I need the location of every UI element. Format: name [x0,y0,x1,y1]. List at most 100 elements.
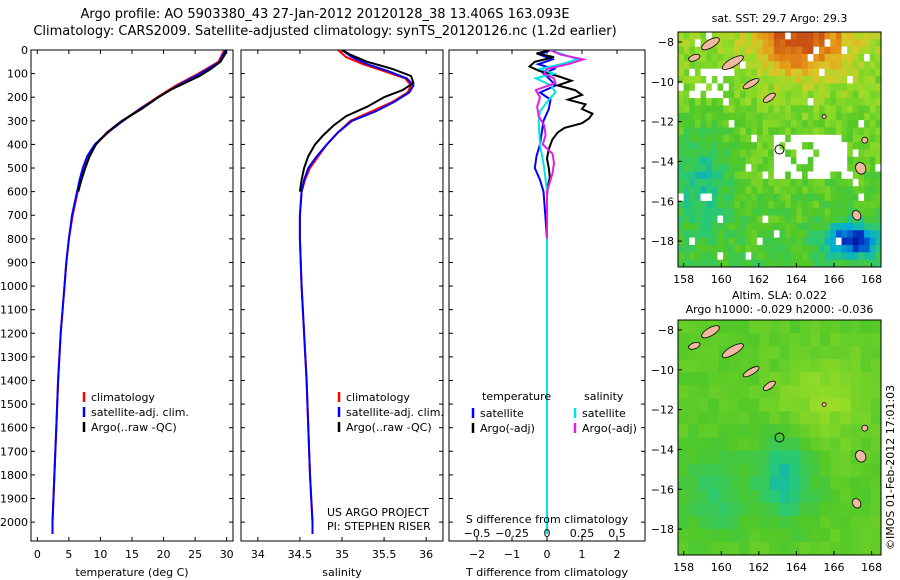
sla-map-cell [738,437,750,452]
sst-map-cell [706,186,713,195]
sst-map-cell [869,61,876,70]
sst-map-cell [717,208,724,217]
sst-map-cell [773,171,781,180]
sla-map-cell [769,541,781,555]
difference-series-line-3 [534,50,588,239]
sla-map-cell [708,398,720,412]
difference-xtick-label: 2 [614,548,621,561]
sst-map-cell [779,127,786,136]
sst-map-cell [858,32,865,40]
sst-map-cell [802,54,809,62]
sst-map-cell [694,83,702,92]
sst-map-cell [790,127,798,136]
sst-map-cell [802,178,809,187]
sla-argo-position-marker [774,432,785,443]
sst-map-cell [711,259,719,267]
sst-map-cell [683,230,690,239]
sla-map-cell [749,333,760,347]
sst-map-cell [768,120,775,129]
sst-map-cell [706,200,713,209]
sst-map-cell [678,54,685,62]
sst-map-cell [745,61,752,70]
sla-map-cell [759,450,770,465]
sst-map-cell [768,68,775,77]
sla-map-cell [698,541,710,555]
sst-map-cell [796,252,803,261]
sst-map-cell [717,230,724,239]
sst-map-cell [768,178,775,187]
sla-map-cell [738,424,750,439]
sst-map-cell [683,68,690,77]
sst-map-cell [751,32,758,40]
sst-map-cell [835,215,843,224]
sst-map-cell [756,186,764,195]
sst-map-cell [751,127,758,136]
sst-map-cell [864,61,871,70]
sst-map-cell [689,230,696,239]
sla-map-cell [728,359,740,373]
sst-map-cell [773,259,781,267]
sst-map-cell [830,39,837,48]
sst-map-cell [751,171,758,180]
sst-map-cell [728,237,735,246]
sst-map-cell [711,120,719,129]
sst-map-cell [751,61,758,70]
sst-map-cell [711,112,719,121]
sst-map-cell [683,259,690,267]
depth-tick-label: 800 [7,233,28,246]
sla-island-shape [701,325,720,339]
sst-map-cell [864,105,871,114]
sst-map-cell [706,164,713,173]
sla-map-cell [779,424,791,439]
sla-map-cell [718,424,730,439]
sst-map-cell [717,90,724,99]
sla-map-cell [850,502,862,517]
sla-map-cell [678,385,689,399]
sst-map-cell [790,112,798,121]
sst-map-cell [802,46,809,55]
sst-map-cell [796,76,803,85]
sst-map-cell [678,68,685,77]
sst-map-cell [875,32,881,40]
sst-map-cell [835,32,843,40]
sst-map-cell [847,193,854,202]
sst-map-cell [830,32,837,40]
sst-map-cell [847,156,854,165]
sst-map-cell [796,127,803,136]
sst-map-cell [717,105,724,114]
sst-map-cell [683,127,690,136]
sst-map-cell [683,244,690,253]
sst-map-cell [807,54,814,62]
sst-map-cell [745,68,752,77]
sla-map-cell [688,476,699,491]
sla-map-cell [728,463,740,478]
sst-map-cell [700,142,707,151]
sst-map-cell [841,112,848,121]
sst-map-cell [864,46,871,55]
sst-map-cell [678,46,685,55]
difference-x2label: S difference from climatology [466,513,629,526]
sst-map-cell [740,76,747,85]
sst-map-cell [858,186,865,195]
sst-map-cell [717,134,724,143]
sst-map-cell [751,222,758,231]
sla-map-cell [749,372,760,386]
sst-map-cell [785,230,792,239]
sla-map-cell [708,437,720,452]
sst-map-cell [768,98,775,107]
sla-map-cell [789,398,801,412]
sst-map-cell [847,68,854,77]
sst-map-cell [802,39,809,48]
sla-map-cell [870,528,881,543]
sla-map-cell [749,541,760,555]
figure-title-line-1: Argo profile: AO 5903380_43 27-Jan-2012 … [80,7,570,22]
sst-map-cell [807,76,814,85]
sla-map-cell [860,437,872,452]
sst-map-cell [728,156,735,165]
sst-map-cell [785,193,792,202]
sst-map-cell [830,105,837,114]
sst-map-cell [835,237,843,246]
sst-map-cell [678,120,685,129]
sla-map-title-line-1: Altim. SLA: 0.022 [731,289,828,302]
sst-map-cell [830,156,837,165]
